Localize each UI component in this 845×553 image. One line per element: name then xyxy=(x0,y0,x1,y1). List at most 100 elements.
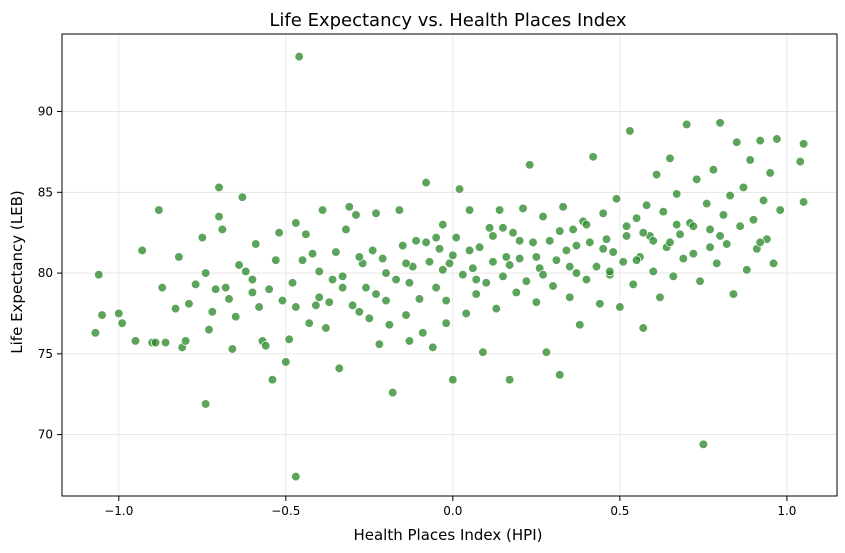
scatter-point xyxy=(748,215,759,225)
scatter-point xyxy=(441,318,451,328)
scatter-point xyxy=(795,156,805,167)
x-axis: −1.0 −0.5 0.0 0.5 1.0 xyxy=(104,496,796,518)
scatter-point xyxy=(598,208,608,218)
scatter-point xyxy=(528,237,538,248)
scatter-point xyxy=(401,310,411,320)
scatter-point xyxy=(354,307,364,317)
scatter-point xyxy=(501,252,511,262)
scatter-point xyxy=(414,294,425,304)
scatter-point xyxy=(154,205,164,215)
scatter-point xyxy=(708,165,719,175)
scatter-point xyxy=(648,236,658,246)
scatter-point xyxy=(327,274,338,285)
scatter-point xyxy=(655,292,665,302)
scatter-point xyxy=(174,252,184,262)
scatter-point xyxy=(745,155,755,165)
scatter-point xyxy=(231,312,241,322)
scatter-point xyxy=(271,255,281,265)
scatter-point xyxy=(444,258,455,269)
y-axis-label: Life Expectancy (LEB) xyxy=(8,190,26,353)
scatter-point xyxy=(378,253,388,264)
scatter-point xyxy=(621,231,632,241)
x-tick-label: 0.0 xyxy=(443,504,462,518)
scatter-point xyxy=(461,308,471,319)
scatter-point xyxy=(404,336,415,346)
scatter-point xyxy=(675,229,685,239)
scatter-point xyxy=(267,375,278,385)
scatter-point xyxy=(371,208,381,218)
scatter-point xyxy=(511,287,521,298)
scatter-point xyxy=(571,268,582,278)
scatter-point xyxy=(448,250,458,260)
scatter-point xyxy=(471,289,481,299)
scatter-point xyxy=(525,160,535,170)
scatter-point xyxy=(538,211,548,222)
scatter-point xyxy=(722,239,732,249)
scatter-point xyxy=(384,320,395,330)
scatter-point xyxy=(715,231,725,241)
scatter-point xyxy=(264,284,274,294)
scatter-point xyxy=(214,211,224,222)
scatter-point xyxy=(464,245,475,256)
scatter-point xyxy=(742,265,752,275)
scatter-point xyxy=(698,439,709,449)
scatter-point xyxy=(715,118,725,128)
scatter-point xyxy=(601,234,612,244)
scatter-point xyxy=(651,169,662,180)
scatter-point xyxy=(314,266,324,277)
scatter-point xyxy=(200,399,211,409)
scatter-point xyxy=(615,302,625,312)
scatter-point xyxy=(682,119,692,130)
scatter-point xyxy=(712,258,722,269)
scatter-point xyxy=(464,205,475,215)
scatter-point xyxy=(114,308,124,319)
scatter-point xyxy=(337,271,348,281)
scatter-point xyxy=(364,313,374,323)
scatter-point xyxy=(277,295,288,306)
scatter-point xyxy=(515,253,525,264)
scatter-point xyxy=(718,210,729,220)
scatter-point xyxy=(638,228,648,238)
scatter-point xyxy=(197,232,207,243)
scatter-point xyxy=(334,363,344,374)
scatter-point xyxy=(314,292,324,302)
scatter-point xyxy=(611,194,622,204)
scatter-point xyxy=(471,274,481,285)
scatter-point xyxy=(458,270,468,280)
scatter-point xyxy=(488,231,498,241)
scatter-point xyxy=(130,336,141,346)
scatter-point xyxy=(388,387,398,398)
scatter-point xyxy=(758,195,769,206)
scatter-point xyxy=(508,228,518,238)
scatter-point xyxy=(247,274,258,285)
scatter-point xyxy=(618,257,628,267)
scatter-point xyxy=(438,219,448,230)
chart-title: Life Expectancy vs. Health Places Index xyxy=(269,10,627,31)
scatter-point xyxy=(404,278,415,288)
scatter-point xyxy=(381,295,391,306)
scatter-point xyxy=(484,223,495,233)
scatter-point xyxy=(478,347,488,357)
y-tick-label: 85 xyxy=(38,185,53,199)
scatter-point xyxy=(94,270,104,280)
scatter-point xyxy=(438,265,448,275)
scatter-point xyxy=(261,341,271,351)
scatter-point xyxy=(581,219,592,230)
scatter-point xyxy=(488,257,498,267)
scatter-point xyxy=(672,189,682,199)
scatter-point xyxy=(237,192,248,202)
scatter-point xyxy=(217,224,227,235)
scatter-point xyxy=(725,190,735,201)
scatter-point xyxy=(211,284,221,294)
scatter-point xyxy=(631,213,642,223)
scatter-point xyxy=(515,236,525,246)
scatter-point xyxy=(351,210,361,220)
scatter-point xyxy=(204,324,214,335)
scatter-point xyxy=(555,370,565,380)
scatter-point xyxy=(695,276,705,286)
scatter-point xyxy=(291,302,301,312)
scatter-point xyxy=(571,240,582,251)
scatter-point xyxy=(565,292,575,302)
scatter-point xyxy=(361,282,371,293)
